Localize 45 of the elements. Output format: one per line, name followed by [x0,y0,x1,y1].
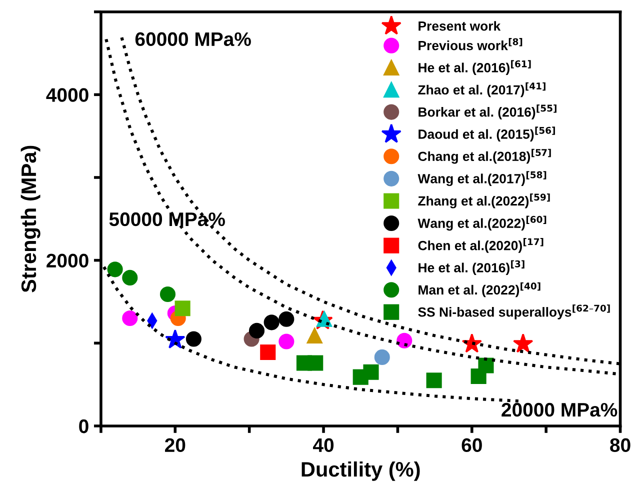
point [278,311,294,327]
point [174,300,190,316]
legend-label: Zhao et al. (2017)$^{[41]}$ [418,82,546,98]
annotation: 60000 MPa% [135,32,251,46]
legend-label: He et al. (2016)$^{[61]}$ [418,60,531,75]
y-tick-label: 4000 [46,88,88,102]
point [478,358,494,374]
x-tick-label: 80 [610,438,630,452]
y-axis-title: Strength (MPa) [20,146,40,292]
point [160,286,176,302]
x-tick-label: 20 [165,438,186,452]
legend-label: Present work [418,21,501,31]
legend-label: Previous work$^{[8]}$ [418,38,522,50]
legend-label: Chang et al.(2018)$^{[57]}$ [418,148,551,164]
legend-label: Man et al. (2022)$^{[40]}$ [418,282,540,298]
legend-label: SS Ni-based superalloys$^{[62–70]}$ [418,304,610,320]
point [396,332,412,348]
x-tick-label: 40 [313,438,334,452]
y-tick-label: 2000 [46,254,88,268]
point [426,372,442,388]
x-axis-title: Ductility (%) [302,461,420,481]
point [107,262,123,278]
legend-label: He et al. (2016)$^{[3]}$ [418,260,524,276]
point [308,355,324,371]
point [122,310,138,326]
point [278,334,294,350]
point [513,333,534,353]
point [260,344,276,360]
point [248,322,265,338]
point [363,364,379,380]
annotation: 20000 MPa% [502,402,618,417]
legend-label: Borkar et al. (2016)$^{[55]}$ [418,104,556,120]
legend-label: Wang et al.(2017)$^{[58]}$ [418,171,546,186]
point [374,349,390,365]
annotation: 50000 MPa% [109,212,225,226]
point [306,328,322,344]
legend-label: Daoud et al. (2015)$^{[56]}$ [418,126,555,142]
y-tick-label: 0 [79,419,88,434]
point [122,270,138,286]
legend-label: Chen et al.(2020)$^{[17]}$ [418,238,544,253]
x-tick-label: 60 [462,438,482,452]
legend-label: Zhang et al.(2022)$^{[59]}$ [418,193,550,208]
point [264,314,280,330]
point [186,331,202,347]
legend-label: Wang et al.(2022)$^{[60]}$ [418,216,546,231]
